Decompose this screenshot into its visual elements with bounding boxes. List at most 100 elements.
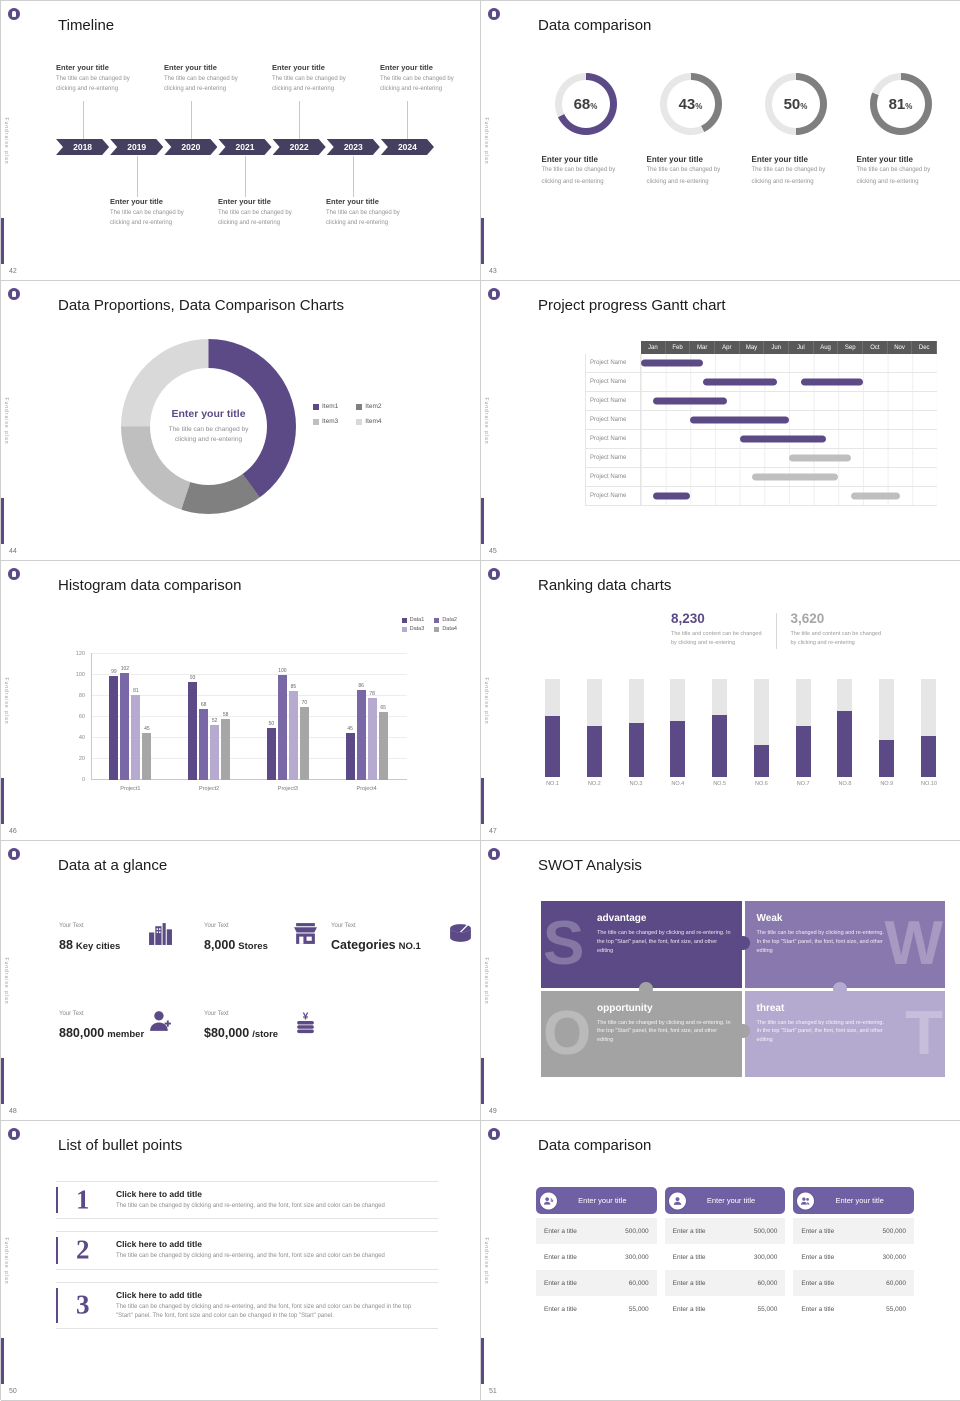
y-tick: 40 <box>78 735 85 741</box>
slide-title: SWOT Analysis <box>538 857 642 874</box>
gantt-row-label: Project Name <box>585 392 641 410</box>
slide-title: Ranking data charts <box>538 577 672 594</box>
gantt-row-cells <box>641 468 937 486</box>
comparison-card: Enter your title Enter a title 500,000 Ent… <box>536 1187 657 1322</box>
slide-number: 51 <box>489 1388 497 1395</box>
slide-title: Data comparison <box>538 17 652 34</box>
slide-title: Timeline <box>58 17 115 34</box>
brand-vertical-label: Fundraise plan <box>3 116 9 165</box>
bar-label: NO.7 <box>796 781 810 787</box>
bar-label: NO.10 <box>921 781 937 787</box>
svg-text:¥: ¥ <box>303 1011 309 1022</box>
entry-desc: clicking and re-entering <box>56 85 119 92</box>
stat-primary: 8,230 The title and content can be chang… <box>671 611 762 646</box>
card-row: Enter a title 60,000 <box>664 1270 786 1296</box>
puzzle-connector <box>736 936 750 951</box>
entry-title: Enter your title <box>218 197 271 206</box>
list-item: 2 Click here to add title The title can … <box>56 1231 438 1270</box>
bar-fill <box>712 715 728 777</box>
person-icon <box>668 1192 686 1209</box>
card-row: Enter a title 55,000 <box>544 1305 649 1313</box>
slide-number: 42 <box>9 268 17 275</box>
left-accent-bar <box>1 1058 4 1104</box>
left-accent-bar <box>1 498 4 544</box>
report-person-icon <box>540 1192 557 1209</box>
ring-desc: The title can be changed by <box>646 167 721 173</box>
swot-desc: The title can be changed by clicking and… <box>597 1019 731 1044</box>
ring-percent: 81% <box>888 95 913 113</box>
bar: 100 <box>277 668 287 780</box>
swot-letter: T <box>905 998 943 1068</box>
left-accent-bar <box>481 778 484 824</box>
card-title: Enter your title <box>578 1196 627 1205</box>
slide-number: 46 <box>9 828 17 835</box>
bar: 52 <box>210 718 220 780</box>
slide-title: List of bullet points <box>58 1137 183 1154</box>
brand-logo-icon <box>488 288 500 300</box>
puzzle-connector <box>832 982 847 996</box>
entry-title: Enter your title <box>110 197 163 206</box>
gantt-month: Mar <box>690 341 716 354</box>
entry-desc: clicking and re-entering <box>110 219 173 226</box>
brand-logo-icon <box>488 1128 500 1140</box>
gantt-month: Sep <box>838 341 864 354</box>
entry-desc: The title can be changed by <box>326 210 400 216</box>
slide-46-histogram: 0 20 40 60 80 100 120 99 102 81 45 Project1 93 68 52 5… <box>1 561 481 841</box>
bar-track <box>753 679 769 777</box>
legend-item: Data3 <box>401 626 424 632</box>
stat-value: 3,620 <box>790 611 825 626</box>
gantt-row-label: Project Name <box>585 411 641 429</box>
ranking-bars: NO.1 NO.2 NO.3 NO.4 NO.5 NO.6 NO.7 NO.8 NO.9 NO.1… <box>545 679 937 787</box>
bar-label: NO.8 <box>838 781 852 787</box>
card-row: Enter a title 60,000 <box>793 1270 915 1296</box>
bar: 93 <box>188 675 198 780</box>
bar-track <box>837 679 853 777</box>
left-accent-bar <box>481 218 484 264</box>
swot-title: Weak <box>756 913 783 924</box>
brand-vertical-label: Fundraise plan <box>483 1236 489 1285</box>
y-tick: 0 <box>81 777 85 783</box>
entry-desc: clicking and re-entering <box>272 85 335 92</box>
legend-item: Item3 <box>313 418 338 425</box>
rank-bar: NO.8 <box>837 679 853 787</box>
rank-bar: NO.10 <box>921 679 937 787</box>
ring-desc: clicking and re-entering <box>541 178 604 185</box>
timeline-entry: Enter your title The title can be changed… <box>56 63 156 95</box>
card-header: Enter your title <box>664 1187 786 1214</box>
entry-title: Enter your title <box>272 63 325 72</box>
y-tick: 100 <box>75 672 85 678</box>
timeline-year-arrow: 2019 <box>110 139 163 155</box>
stat-secondary: 3,620 The title and content can be chang… <box>790 611 882 646</box>
brand-vertical-label: Fundraise plan <box>3 676 9 725</box>
slide-number: 45 <box>489 548 497 555</box>
bar: 102 <box>120 666 130 780</box>
progress-ring: 68% <box>554 73 617 135</box>
member-icon <box>148 1009 173 1034</box>
ring-item: 43% Enter your title The title can be chan… <box>638 73 743 187</box>
bar: 50 <box>266 721 276 780</box>
gantt-bar <box>653 397 728 405</box>
card-row: Enter a title 500,000 <box>664 1218 786 1244</box>
bar-label: NO.4 <box>671 781 685 787</box>
y-tick: 20 <box>78 756 85 762</box>
bar-fill <box>586 726 602 777</box>
brand-vertical-label: Fundraise plan <box>3 1236 9 1285</box>
brand-logo-icon <box>488 848 500 860</box>
timeline-entry: Enter your title The title can be changed… <box>326 197 426 229</box>
slide-title: Data at a glance <box>58 857 168 874</box>
gantt-row-cells <box>641 430 937 448</box>
slide-title: Data comparison <box>538 1137 652 1154</box>
puzzle-connector <box>639 982 654 996</box>
brand-vertical-label: Fundraise plan <box>483 676 489 725</box>
rank-bar: NO.2 <box>586 679 602 787</box>
bar-label: NO.2 <box>587 781 601 787</box>
gantt-row: Project Name <box>585 430 937 449</box>
card-row: Enter a title 500,000 <box>536 1218 657 1244</box>
card-row: Enter a title 300,000 <box>672 1253 778 1261</box>
timeline-year-arrow: 2023 <box>327 139 380 155</box>
left-accent-bar <box>481 1058 484 1104</box>
slide-number: 50 <box>9 1388 17 1395</box>
timeline-entry: Enter your title The title can be changed… <box>380 63 480 95</box>
bar-track <box>879 679 895 777</box>
